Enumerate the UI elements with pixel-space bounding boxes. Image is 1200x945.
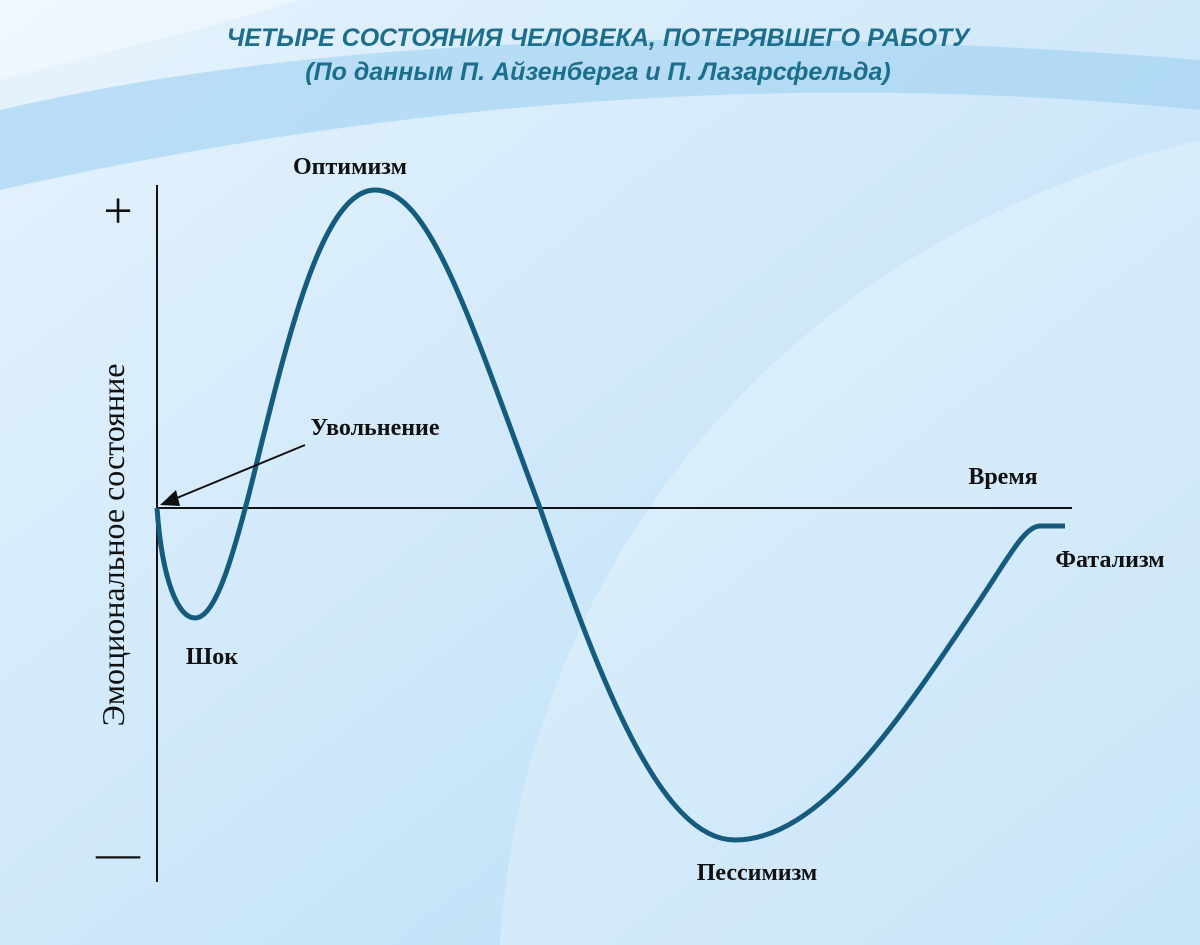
minus-sign: — [95,829,141,878]
plus-sign: + [103,183,132,240]
annotation: Пессимизм [697,860,818,886]
arrow-head [160,490,180,506]
swoosh [0,39,1200,190]
annotation: Шок [186,644,238,670]
title: ЧЕТЫРЕ СОСТОЯНИЯ ЧЕЛОВЕКА, ПОТЕРЯВШЕГО Р… [227,24,972,52]
emotion-curve [154,187,1065,843]
annotation: Фатализм [1055,547,1164,573]
annotation: Увольнение [310,415,439,441]
subtitle: (По данным П. Айзенберга и П. Лазарсфель… [305,58,890,86]
arrow-line [171,444,306,501]
swoosh [0,0,300,80]
y-axis-label: Эмоциональное состояние [95,364,131,727]
swoosh [500,140,1200,945]
annotation: Оптимизм [293,154,407,180]
x-axis-label: Время [968,464,1037,490]
